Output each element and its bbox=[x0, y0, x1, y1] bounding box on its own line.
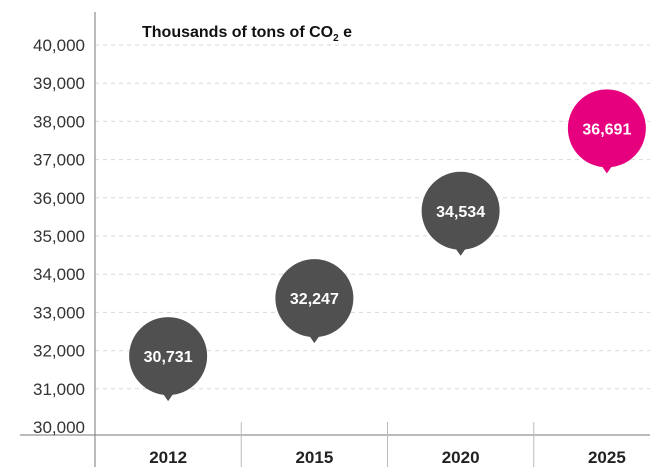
marker-pointer bbox=[453, 245, 468, 256]
y-tick-label: 37,000 bbox=[33, 151, 85, 170]
data-marker: 34,534 bbox=[421, 171, 500, 256]
y-tick-label: 33,000 bbox=[33, 303, 85, 322]
marker-pointer bbox=[599, 163, 614, 174]
axes bbox=[20, 12, 650, 467]
marker-circle bbox=[567, 89, 646, 168]
x-category-labels: 2012 2015 2020 2025 bbox=[149, 448, 626, 467]
marker-circle bbox=[129, 317, 208, 396]
y-tick-label: 31,000 bbox=[33, 380, 85, 399]
chart-title-subscript: 2 bbox=[333, 33, 339, 44]
data-marker: 36,691 bbox=[567, 89, 646, 174]
chart-title: Thousands of tons of CO2 e bbox=[142, 24, 352, 44]
y-tick-label: 30,000 bbox=[33, 418, 85, 437]
data-marker: 32,247 bbox=[275, 259, 354, 344]
marker-pointer bbox=[161, 391, 176, 402]
data-marker: 30,731 bbox=[129, 317, 208, 402]
y-tick-label: 40,000 bbox=[33, 36, 85, 55]
marker-pointer bbox=[307, 333, 322, 344]
y-tick-label: 36,000 bbox=[33, 189, 85, 208]
chart-title-suffix: e bbox=[339, 24, 352, 41]
data-markers: 30,731 32,247 34,534 36,691 bbox=[129, 89, 646, 402]
marker-circle bbox=[275, 259, 354, 338]
x-category-label: 2015 bbox=[295, 448, 333, 467]
y-tick-label: 38,000 bbox=[33, 112, 85, 131]
x-category-label: 2025 bbox=[588, 448, 626, 467]
data-value-label: 34,534 bbox=[436, 204, 485, 221]
chart-title-main: Thousands of tons of CO bbox=[142, 24, 333, 41]
x-category-label: 2020 bbox=[442, 448, 480, 467]
y-tick-labels: 30,000 31,000 32,000 33,000 34,000 35,000 36,0… bbox=[33, 36, 85, 437]
data-value-label: 36,691 bbox=[582, 121, 631, 138]
data-value-label: 32,247 bbox=[290, 291, 339, 308]
y-tick-label: 32,000 bbox=[33, 342, 85, 361]
data-value-label: 30,731 bbox=[144, 349, 193, 366]
x-category-label: 2012 bbox=[149, 448, 187, 467]
y-tick-label: 39,000 bbox=[33, 74, 85, 93]
marker-circle bbox=[421, 171, 500, 250]
y-tick-label: 35,000 bbox=[33, 227, 85, 246]
y-tick-label: 34,000 bbox=[33, 265, 85, 284]
